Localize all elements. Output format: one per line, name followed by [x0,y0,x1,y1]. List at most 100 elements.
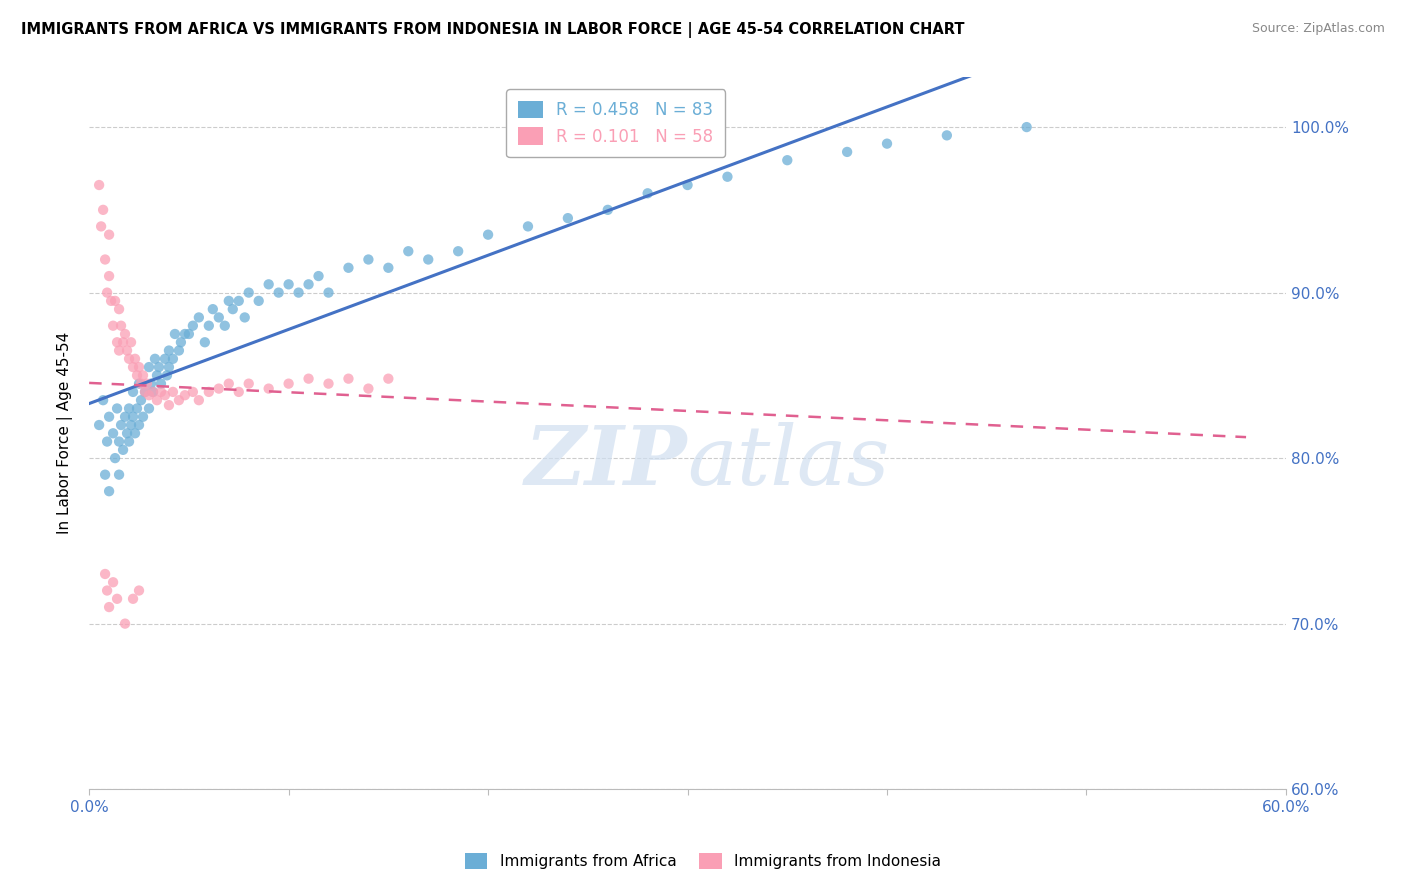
Point [377,260,399,275]
Point [318,376,340,391]
Point [122,591,145,606]
Point [277,376,299,391]
Point [477,227,499,242]
Point [142,384,165,399]
Point [138,360,160,375]
Point [98,484,121,499]
Point [174,326,197,341]
Point [114,616,136,631]
Point [120,335,142,350]
Point [91,393,114,408]
Point [114,409,136,424]
Point [157,398,180,412]
Point [257,277,280,292]
Point [297,277,319,292]
Point [128,360,150,375]
Point [267,285,290,300]
Point [101,318,124,333]
Point [935,128,957,143]
Point [98,409,121,424]
Point [377,372,399,386]
Point [447,244,470,259]
Point [114,326,136,341]
Point [108,302,131,317]
Point [122,360,145,375]
Point [181,318,204,333]
Point [108,343,131,358]
Point [98,600,121,615]
Point [94,467,117,482]
Point [129,376,152,391]
Legend: R = 0.458   N = 83, R = 0.101   N = 58: R = 0.458 N = 83, R = 0.101 N = 58 [506,89,725,157]
Point [89,178,111,192]
Text: IMMIGRANTS FROM AFRICA VS IMMIGRANTS FROM INDONESIA IN LABOR FORCE | AGE 45-54 C: IMMIGRANTS FROM AFRICA VS IMMIGRANTS FRO… [21,22,965,38]
Point [108,434,131,449]
Point [132,409,155,424]
Point [112,335,135,350]
Point [194,335,217,350]
Point [96,434,118,449]
Point [837,145,859,159]
Point [115,426,138,441]
Point [153,351,176,366]
Point [100,293,122,308]
Point [218,293,240,308]
Point [167,343,190,358]
Point [776,153,799,168]
Point [136,376,159,391]
Text: Source: ZipAtlas.com: Source: ZipAtlas.com [1251,22,1385,36]
Point [357,252,380,267]
Point [128,376,150,391]
Point [105,591,128,606]
Point [124,426,146,441]
Point [337,372,360,386]
Point [238,285,260,300]
Point [125,368,148,383]
Point [162,351,184,366]
Point [157,343,180,358]
Point [676,178,699,192]
Point [104,451,127,466]
Point [132,368,155,383]
Point [98,227,121,242]
Point [120,417,142,432]
Point [128,417,150,432]
Point [94,252,117,267]
Point [122,409,145,424]
Point [134,384,156,399]
Point [181,384,204,399]
Point [396,244,419,259]
Point [876,136,898,151]
Point [96,583,118,598]
Point [167,393,190,408]
Point [716,169,738,184]
Point [128,583,150,598]
Point [146,368,169,383]
Point [156,368,179,383]
Point [517,219,540,234]
Point [139,376,162,391]
Point [124,351,146,366]
Point [418,252,440,267]
Text: ZIP: ZIP [524,422,688,502]
Y-axis label: In Labor Force | Age 45-54: In Labor Force | Age 45-54 [58,332,73,534]
Point [218,376,240,391]
Point [129,393,152,408]
Point [149,376,172,391]
Point [308,268,330,283]
Point [222,302,245,317]
Point [177,326,200,341]
Point [174,388,197,402]
Point [214,318,236,333]
Point [337,260,360,275]
Point [105,401,128,416]
Point [1015,120,1038,134]
Point [118,351,141,366]
Point [112,442,135,457]
Point [149,384,172,399]
Point [134,384,156,399]
Point [142,384,165,399]
Point [238,376,260,391]
Point [96,285,118,300]
Point [101,426,124,441]
